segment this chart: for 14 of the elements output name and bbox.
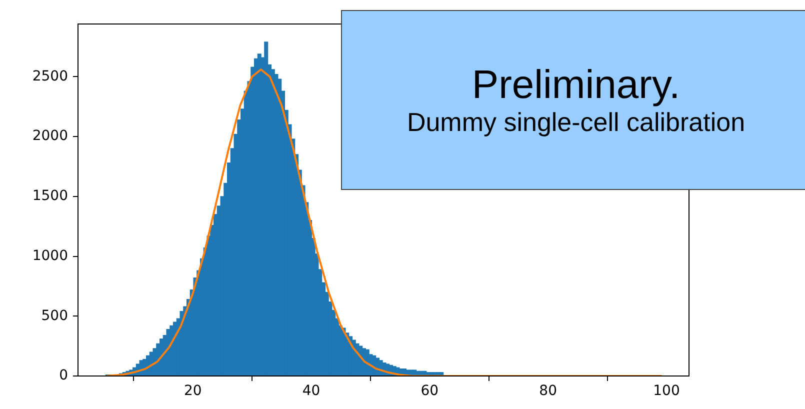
annotation: Preliminary. [472,62,680,108]
annotation: Dummy single-cell calibration [406,107,746,138]
y-tick-label: 2000 [32,128,68,144]
y-tick-label: 2500 [32,68,68,84]
note-box: Preliminary. Dummy single-cell calibration [341,10,805,190]
x-tick-label: 80 [539,383,558,400]
y-tick-label: 500 [41,308,68,324]
y-tick-label: 1000 [32,248,68,264]
x-tick-label: 20 [184,383,202,400]
x-tick-label: 40 [302,383,320,400]
y-tick-label: 1500 [32,188,68,204]
y-tick-label: 0 [59,368,68,384]
x-tick-label: 60 [420,383,439,400]
x-tick-label: 100 [653,383,680,400]
